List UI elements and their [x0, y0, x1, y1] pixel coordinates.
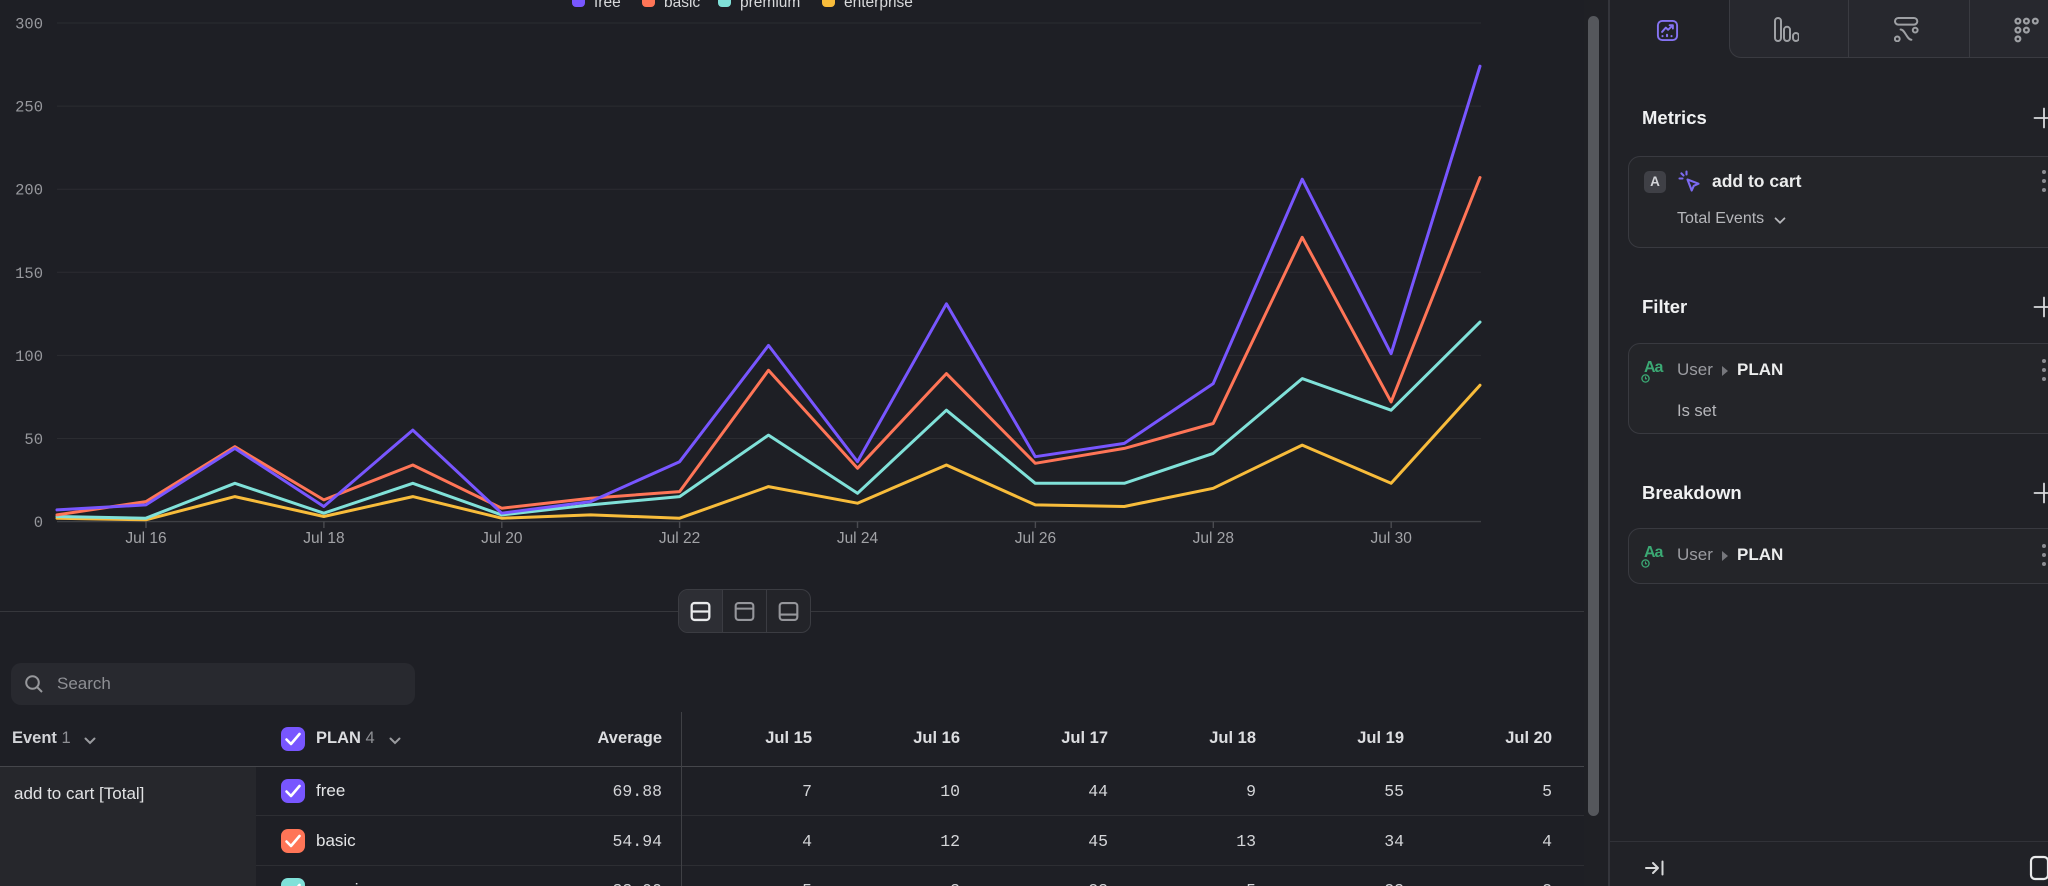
svg-text:150: 150 — [15, 265, 43, 283]
svg-text:Jul 24: Jul 24 — [837, 530, 879, 547]
svg-text:Jul 28: Jul 28 — [1193, 530, 1234, 547]
svg-text:200: 200 — [15, 182, 43, 200]
svg-text:Jul 26: Jul 26 — [1015, 530, 1056, 547]
svg-text:Jul 22: Jul 22 — [659, 530, 700, 547]
svg-text:Jul 20: Jul 20 — [481, 530, 523, 547]
svg-text:300: 300 — [15, 16, 43, 34]
svg-text:premium: premium — [740, 0, 800, 11]
svg-text:free: free — [594, 0, 621, 11]
svg-text:Jul 16: Jul 16 — [125, 530, 166, 547]
svg-text:enterprise: enterprise — [844, 0, 913, 11]
svg-text:100: 100 — [15, 348, 43, 366]
svg-text:Jul 18: Jul 18 — [303, 530, 344, 547]
svg-text:Jul 30: Jul 30 — [1371, 530, 1413, 547]
svg-text:50: 50 — [24, 431, 43, 449]
svg-text:250: 250 — [15, 99, 43, 117]
svg-text:basic: basic — [664, 0, 700, 11]
svg-text:0: 0 — [34, 514, 43, 532]
